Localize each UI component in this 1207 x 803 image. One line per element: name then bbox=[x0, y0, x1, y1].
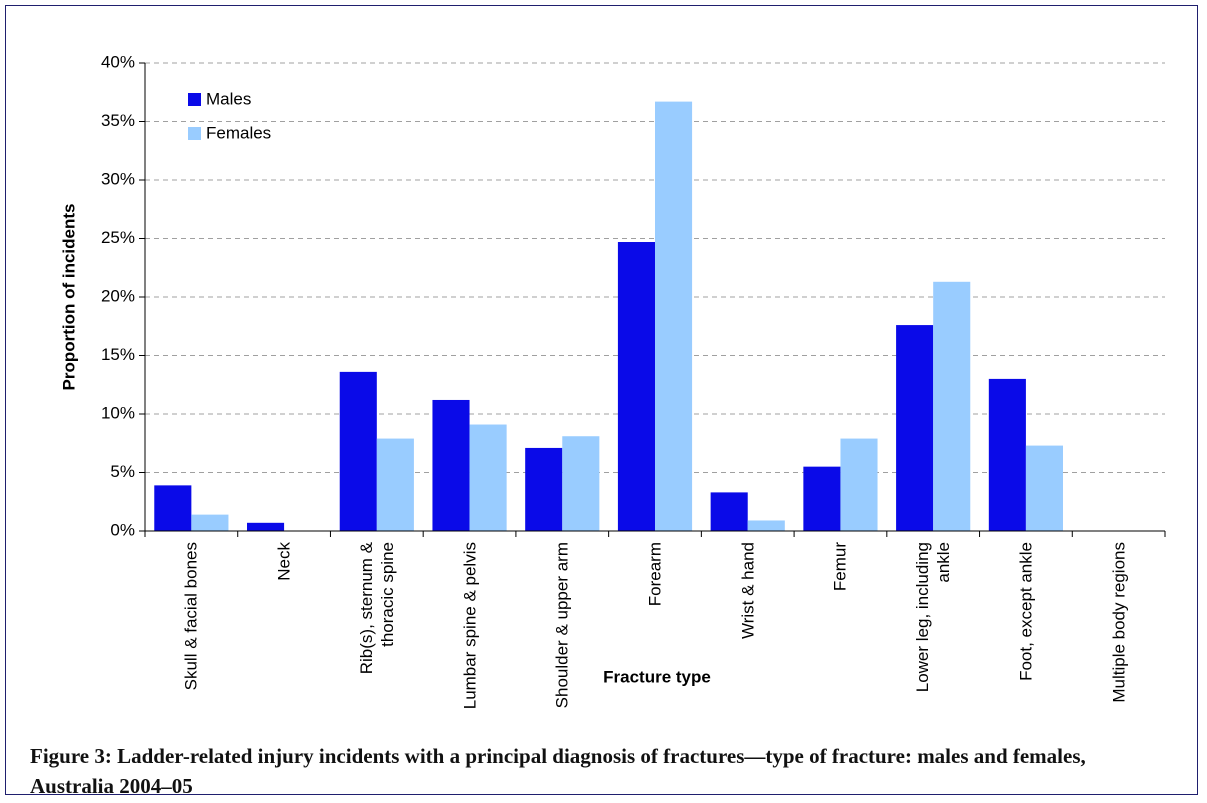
x-tick-label: Lower leg, including ankle bbox=[913, 542, 954, 693]
bar bbox=[339, 371, 377, 531]
legend-swatch bbox=[188, 127, 201, 140]
x-axis-title: Fracture type bbox=[603, 667, 711, 686]
y-tick-label: 10% bbox=[101, 403, 135, 422]
bar bbox=[247, 522, 285, 531]
y-tick-label: 15% bbox=[101, 345, 135, 364]
x-tick-label: Skull & facial bones bbox=[181, 542, 201, 691]
bar bbox=[840, 438, 878, 531]
frame bbox=[5, 5, 1198, 795]
y-tick-label: 25% bbox=[101, 228, 135, 247]
bar bbox=[432, 399, 470, 531]
bar bbox=[469, 424, 507, 531]
bar bbox=[803, 466, 841, 531]
x-tick-label: Lumbar spine & pelvis bbox=[460, 542, 480, 710]
bar bbox=[747, 520, 785, 531]
caption: Figure 3: Ladder-related injury incident… bbox=[30, 744, 1086, 798]
bar bbox=[191, 514, 229, 531]
bar bbox=[655, 101, 693, 532]
y-tick-label: 35% bbox=[101, 111, 135, 130]
bar bbox=[562, 436, 600, 531]
x-tick-label: Wrist & hand bbox=[738, 542, 758, 640]
bar bbox=[1025, 445, 1063, 531]
y-tick-label: 5% bbox=[110, 462, 135, 481]
x-tick-label: Rib(s), sternum & thoracic spine bbox=[356, 542, 397, 675]
y-axis-title: Proportion of incidents bbox=[59, 204, 78, 391]
legend-label: Females bbox=[206, 123, 271, 142]
x-tick-label: Neck bbox=[274, 542, 294, 581]
y-tick-label: 0% bbox=[110, 520, 135, 539]
y-tick-label: 40% bbox=[101, 52, 135, 71]
legend-swatch bbox=[188, 93, 201, 106]
bar bbox=[154, 485, 192, 531]
x-tick-label: Foot, except ankle bbox=[1016, 542, 1036, 681]
x-tick-label: Femur bbox=[830, 542, 850, 592]
x-tick-label: Forearm bbox=[645, 542, 665, 607]
bar bbox=[896, 325, 934, 531]
bar bbox=[988, 378, 1026, 531]
bar bbox=[617, 242, 655, 531]
x-tick-label: Shoulder & upper arm bbox=[552, 542, 572, 709]
bar bbox=[710, 492, 748, 531]
bar bbox=[376, 438, 414, 531]
y-tick-label: 30% bbox=[101, 169, 135, 188]
x-tick-label: Multiple body regions bbox=[1109, 542, 1129, 703]
bar bbox=[525, 447, 563, 531]
y-tick-label: 20% bbox=[101, 286, 135, 305]
legend-label: Males bbox=[206, 89, 251, 108]
bar bbox=[933, 281, 971, 531]
